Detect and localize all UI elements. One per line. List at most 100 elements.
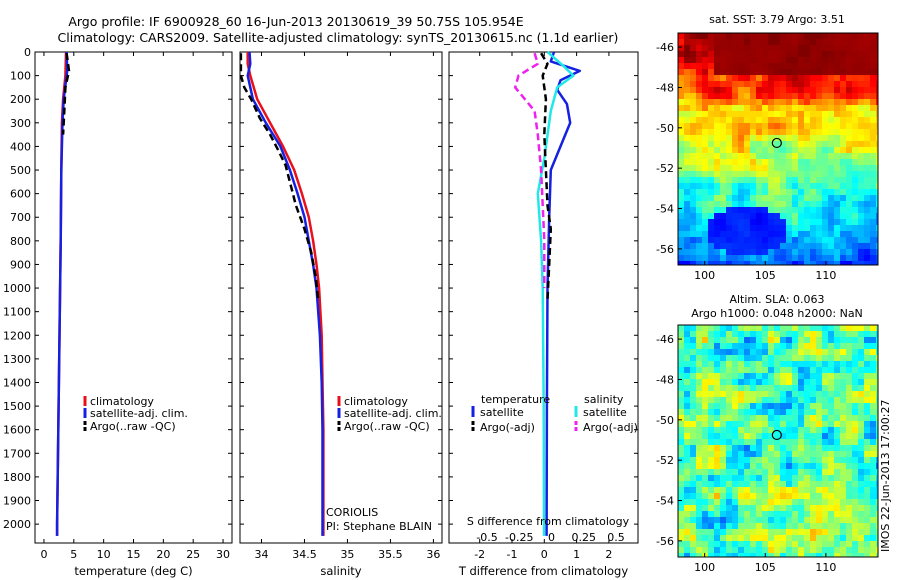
map-cell — [870, 505, 876, 511]
map-cell — [684, 165, 690, 171]
map-cell — [750, 159, 756, 165]
map-cell — [792, 391, 798, 397]
map-cell — [876, 183, 878, 189]
map-cell — [762, 469, 768, 475]
map-cell — [702, 201, 708, 207]
map-cell — [870, 439, 876, 445]
map-cell — [726, 249, 732, 255]
map-cell — [702, 75, 708, 81]
map-cell — [774, 111, 780, 117]
map-cell — [756, 421, 762, 427]
map-cell — [810, 451, 816, 457]
map-cell — [756, 153, 762, 159]
map-cell — [738, 213, 744, 219]
map-cell — [762, 255, 768, 261]
map-cell — [816, 373, 822, 379]
map-cell — [810, 433, 816, 439]
map-cell — [816, 325, 822, 331]
map-cell — [774, 141, 780, 147]
map-cell — [750, 87, 756, 93]
map-cell — [852, 189, 858, 195]
map-cell — [750, 171, 756, 177]
map-cell — [840, 553, 846, 557]
map-cell — [816, 433, 822, 439]
map-cell — [702, 81, 708, 87]
map-cell — [834, 511, 840, 517]
map-cell — [714, 81, 720, 87]
map-cell — [678, 325, 684, 331]
map-cell — [834, 541, 840, 547]
map-cell — [690, 93, 696, 99]
map-cell — [798, 141, 804, 147]
map-cell — [780, 249, 786, 255]
map-cell — [876, 493, 878, 499]
map-cell — [678, 153, 684, 159]
map-cell — [822, 57, 828, 63]
map-cell — [846, 427, 852, 433]
map-cell — [732, 75, 738, 81]
map-cell — [774, 93, 780, 99]
map-cell — [846, 51, 852, 57]
map-cell — [756, 117, 762, 123]
map-cell — [720, 213, 726, 219]
map-cell — [822, 421, 828, 427]
map-cell — [828, 45, 834, 51]
map-cell — [708, 135, 714, 141]
map-cell — [798, 343, 804, 349]
map-cell — [726, 469, 732, 475]
map-cell — [738, 481, 744, 487]
map-cell — [762, 409, 768, 415]
map-cell — [750, 231, 756, 237]
map-cell — [678, 487, 684, 493]
map-cell — [708, 225, 714, 231]
map-cell — [708, 373, 714, 379]
map-cell — [708, 547, 714, 553]
map-cell — [684, 493, 690, 499]
map-cell — [726, 517, 732, 523]
map-cell — [792, 255, 798, 261]
map-cell — [846, 367, 852, 373]
map-cell — [768, 225, 774, 231]
map-cell — [744, 343, 750, 349]
map-cell — [684, 349, 690, 355]
map-cell — [714, 325, 720, 331]
map-cell — [720, 63, 726, 69]
map-cell — [756, 87, 762, 93]
map-cell — [780, 99, 786, 105]
map-cell — [876, 165, 878, 171]
map-cell — [792, 337, 798, 343]
map-cell — [870, 553, 876, 557]
map-cell — [804, 343, 810, 349]
map-cell — [696, 445, 702, 451]
map-cell — [864, 57, 870, 63]
map-cell — [786, 183, 792, 189]
map-cell — [714, 75, 720, 81]
map-cell — [840, 385, 846, 391]
map-cell — [750, 123, 756, 129]
map-cell — [744, 81, 750, 87]
map-cell — [696, 231, 702, 237]
map-cell — [858, 421, 864, 427]
map-cell — [708, 45, 714, 51]
map-cell — [732, 343, 738, 349]
map-cell — [708, 213, 714, 219]
map-cell — [870, 63, 876, 69]
map-cell — [852, 165, 858, 171]
map-cell — [744, 33, 750, 39]
map-cell — [834, 141, 840, 147]
map-cell — [828, 87, 834, 93]
map-cell — [852, 183, 858, 189]
map-cell — [756, 111, 762, 117]
map-cell — [852, 159, 858, 165]
map-cell — [732, 171, 738, 177]
map-cell — [684, 487, 690, 493]
map-cell — [702, 427, 708, 433]
difference-panel: -2 -1 0 1 2T difference from climatology-0.5… — [448, 51, 639, 578]
map-cell — [870, 129, 876, 135]
map-cell — [714, 553, 720, 557]
map-cell — [708, 397, 714, 403]
map-cell — [744, 45, 750, 51]
map-cell — [780, 69, 786, 75]
map-cell — [690, 171, 696, 177]
map-cell — [828, 201, 834, 207]
